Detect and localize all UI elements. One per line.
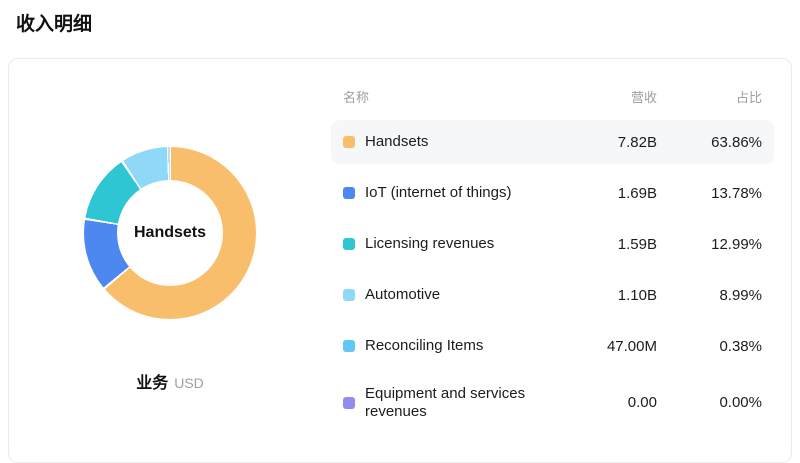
row-revenue: 1.69B (617, 184, 657, 202)
table-row[interactable]: Automotive 1.10B 8.99% (331, 273, 774, 317)
legend-swatch (343, 289, 355, 301)
donut-hole: Handsets (117, 180, 223, 286)
legend-swatch (343, 238, 355, 250)
row-name: Automotive (365, 286, 441, 304)
row-share: 12.99% (711, 235, 762, 253)
donut-center-label: Handsets (133, 224, 207, 241)
revenue-table: 名称 营收 占比 Handsets 7.82B 63.86% IoT (inte… (331, 59, 774, 462)
table-row[interactable]: IoT (internet of things) 1.69B 13.78% (331, 171, 774, 215)
row-revenue: 1.59B (617, 235, 657, 253)
row-name: Licensing revenues (365, 235, 495, 253)
table-row[interactable]: Equipment and services revenues 0.00 0.0… (331, 375, 774, 430)
row-share: 0.38% (719, 337, 762, 355)
row-name: IoT (internet of things) (365, 184, 512, 202)
row-share: 63.86% (711, 133, 762, 151)
row-name: Reconciling Items (365, 337, 484, 355)
row-share: 8.99% (719, 286, 762, 304)
row-revenue: 0.00 (627, 394, 657, 412)
row-name: Equipment and services revenues (365, 385, 526, 420)
row-revenue: 1.10B (617, 286, 657, 304)
row-name: Handsets (365, 133, 429, 151)
revenue-breakdown-card: Handsets 业务 USD 名称 营收 占比 Handsets 7.82B 6… (8, 58, 792, 463)
row-share: 0.00% (719, 394, 762, 412)
header-share: 占比 (735, 90, 762, 105)
row-revenue: 47.00M (606, 337, 657, 355)
chart-caption-unit: USD (174, 375, 204, 391)
legend-swatch (343, 136, 355, 148)
table-row[interactable]: Reconciling Items 47.00M 0.38% (331, 324, 774, 368)
table-row[interactable]: Licensing revenues 1.59B 12.99% (331, 222, 774, 266)
table-row[interactable]: Handsets 7.82B 63.86% (331, 120, 774, 164)
chart-caption-label: 业务 (136, 375, 169, 392)
header-revenue: 营收 (630, 90, 657, 105)
row-revenue: 7.82B (617, 133, 657, 151)
chart-caption: 业务 USD (136, 369, 204, 393)
row-share: 13.78% (711, 184, 762, 202)
legend-swatch (343, 340, 355, 352)
chart-column: Handsets 业务 USD (9, 59, 331, 462)
donut-chart[interactable]: Handsets (84, 147, 256, 319)
legend-swatch (343, 396, 355, 409)
legend-swatch (343, 187, 355, 199)
table-header-row: 名称 营收 占比 (331, 87, 774, 106)
page-title: 收入明细 (16, 14, 93, 35)
header-name: 名称 (343, 90, 370, 105)
